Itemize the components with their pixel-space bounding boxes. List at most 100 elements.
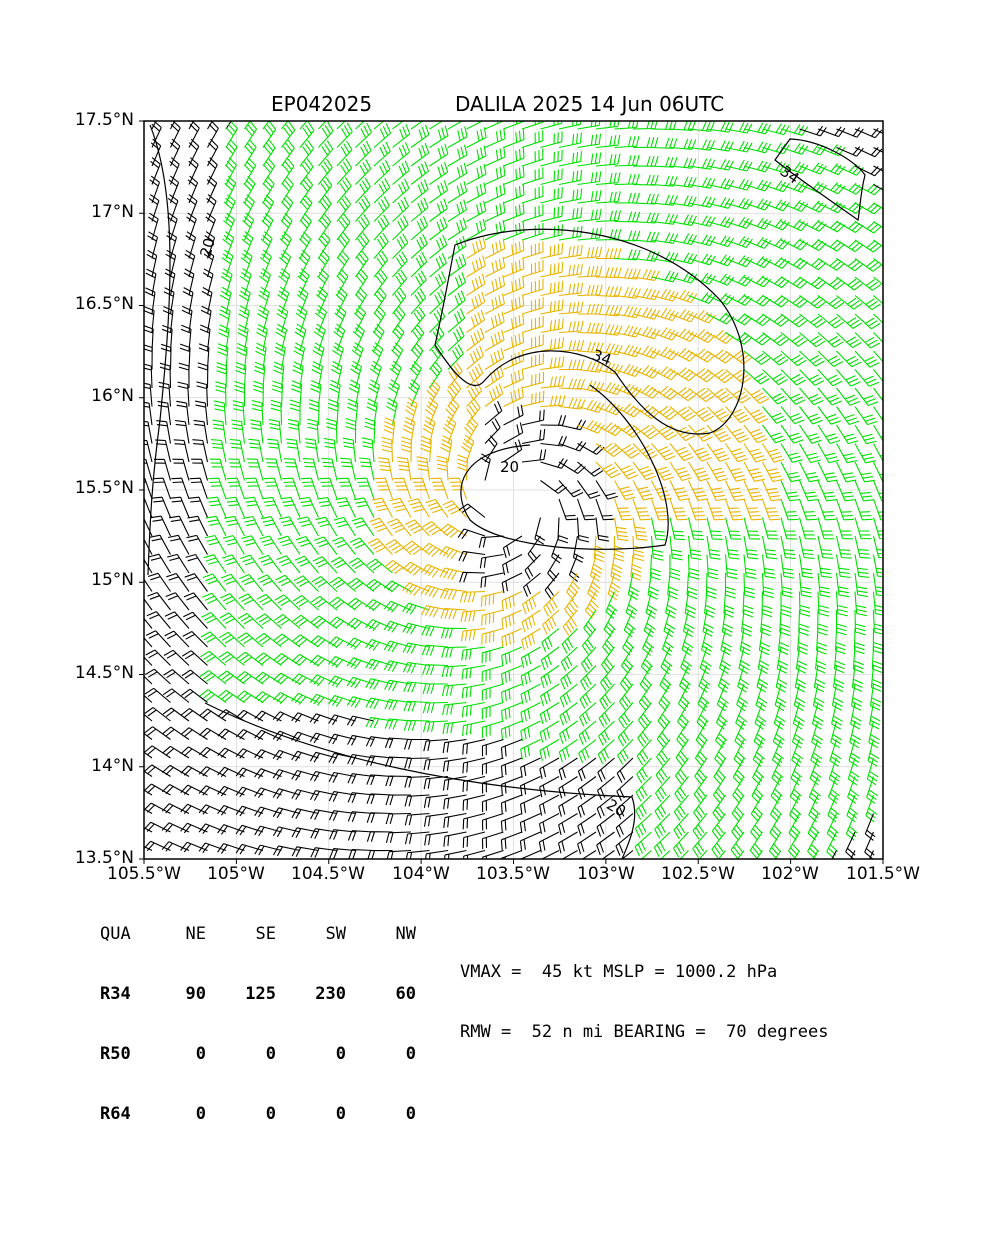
wind-barb-stroke bbox=[326, 418, 338, 444]
wind-barb bbox=[447, 235, 467, 259]
wind-barb bbox=[346, 696, 375, 708]
wind-barb-stroke bbox=[595, 442, 623, 458]
wind-barb bbox=[737, 665, 750, 693]
wind-barb bbox=[179, 343, 191, 370]
wind-barb-stroke bbox=[166, 572, 190, 592]
wind-barb bbox=[373, 141, 391, 167]
wind-barb bbox=[614, 192, 640, 204]
wind-barb bbox=[706, 498, 725, 521]
wind-barb-stroke bbox=[291, 769, 319, 781]
wind-barb bbox=[355, 177, 371, 204]
wind-barb bbox=[799, 276, 827, 290]
wind-barb bbox=[777, 628, 790, 656]
wind-barb-stroke bbox=[788, 831, 801, 859]
wind-barb-stroke bbox=[144, 840, 171, 852]
wind-barb-stroke bbox=[258, 286, 271, 315]
wind-barb-stroke bbox=[854, 313, 881, 330]
wind-barb-stroke bbox=[385, 775, 412, 787]
wind-barb bbox=[836, 163, 864, 176]
wind-barb bbox=[817, 220, 846, 233]
wind-barb-stroke bbox=[706, 273, 735, 286]
wind-barb-stroke bbox=[466, 363, 484, 389]
wind-barb-stroke bbox=[378, 457, 394, 481]
wind-barb bbox=[245, 477, 264, 500]
wind-barb-stroke bbox=[501, 701, 523, 722]
wind-barb-stroke bbox=[811, 702, 824, 730]
wind-barb bbox=[817, 350, 844, 367]
wind-barb-stroke bbox=[274, 594, 301, 611]
wind-barb bbox=[181, 688, 208, 703]
wind-barb bbox=[540, 168, 563, 186]
wind-barb bbox=[562, 609, 578, 636]
wind-barb-stroke bbox=[171, 477, 190, 500]
wind-barb bbox=[752, 757, 765, 786]
wind-barb bbox=[148, 553, 171, 574]
wind-barb-stroke bbox=[244, 121, 258, 148]
wind-barb bbox=[577, 121, 601, 130]
wind-barb-stroke bbox=[780, 443, 803, 463]
wind-barb bbox=[872, 628, 883, 655]
vmax-mslp-line: VMAX = 45 kt MSLP = 1000.2 hPa bbox=[460, 962, 778, 982]
wind-barb bbox=[262, 139, 276, 167]
wind-barb bbox=[643, 609, 656, 638]
wind-barb bbox=[724, 554, 738, 580]
wind-barb bbox=[577, 420, 605, 434]
wind-barb-stroke bbox=[440, 627, 467, 639]
wind-barb-stroke bbox=[334, 305, 347, 333]
wind-barb-stroke bbox=[346, 617, 375, 630]
wind-barb bbox=[682, 609, 695, 638]
wind-barb bbox=[447, 362, 463, 389]
wind-barb-stroke bbox=[346, 637, 375, 650]
wind-barb-stroke bbox=[203, 554, 227, 574]
wind-barb bbox=[149, 534, 171, 555]
wind-barb-stroke bbox=[743, 275, 772, 288]
wind-barb-stroke bbox=[424, 397, 439, 426]
wind-barb bbox=[632, 424, 660, 440]
wind-barb-stroke bbox=[336, 213, 351, 241]
wind-barb-stroke bbox=[542, 609, 560, 635]
wind-barb bbox=[706, 121, 734, 133]
wind-barb-stroke bbox=[743, 236, 772, 249]
wind-barb-stroke bbox=[771, 757, 784, 786]
wind-barb bbox=[780, 332, 808, 347]
wind-barb bbox=[500, 720, 523, 740]
wind-barb bbox=[503, 147, 525, 167]
wind-barb-stroke bbox=[254, 691, 282, 704]
wind-barb-stroke bbox=[614, 121, 639, 130]
wind-barb bbox=[392, 269, 408, 296]
wind-barb-stroke bbox=[791, 739, 804, 767]
wind-barb bbox=[373, 232, 389, 259]
row-cell: 0 bbox=[265, 1044, 276, 1064]
wind-barb bbox=[669, 195, 697, 207]
wind-barb bbox=[794, 665, 807, 693]
wind-barb bbox=[484, 201, 506, 222]
wind-barb-stroke bbox=[220, 268, 233, 296]
wind-barb-stroke bbox=[654, 794, 671, 821]
wind-barb bbox=[355, 232, 370, 259]
wind-barb bbox=[706, 178, 735, 190]
wind-barb-stroke bbox=[272, 672, 301, 685]
wind-barb-stroke bbox=[752, 739, 765, 767]
wind-barb-stroke bbox=[254, 729, 282, 741]
wind-barb-stroke bbox=[299, 158, 314, 185]
wind-barb bbox=[392, 305, 406, 333]
wind-barb-stroke bbox=[235, 843, 264, 855]
wind-barb-stroke bbox=[292, 361, 304, 389]
wind-barb bbox=[835, 554, 851, 579]
wind-barb-stroke bbox=[259, 268, 272, 296]
wind-barb-stroke bbox=[799, 332, 826, 348]
wind-barb-stroke bbox=[799, 424, 822, 444]
wind-barb bbox=[447, 326, 465, 352]
wind-barb-stroke bbox=[145, 649, 171, 666]
wind-barb bbox=[873, 369, 883, 383]
wind-barb bbox=[543, 591, 560, 617]
wind-barb bbox=[235, 361, 247, 389]
wind-barb-stroke bbox=[289, 399, 301, 425]
wind-barb bbox=[761, 572, 774, 599]
contour-34kt-north bbox=[434, 228, 745, 435]
wind-barb bbox=[704, 591, 716, 618]
wind-barb bbox=[618, 702, 634, 729]
wind-barb bbox=[254, 652, 282, 666]
wind-barb-stroke bbox=[206, 175, 218, 204]
wind-barb bbox=[198, 823, 227, 834]
